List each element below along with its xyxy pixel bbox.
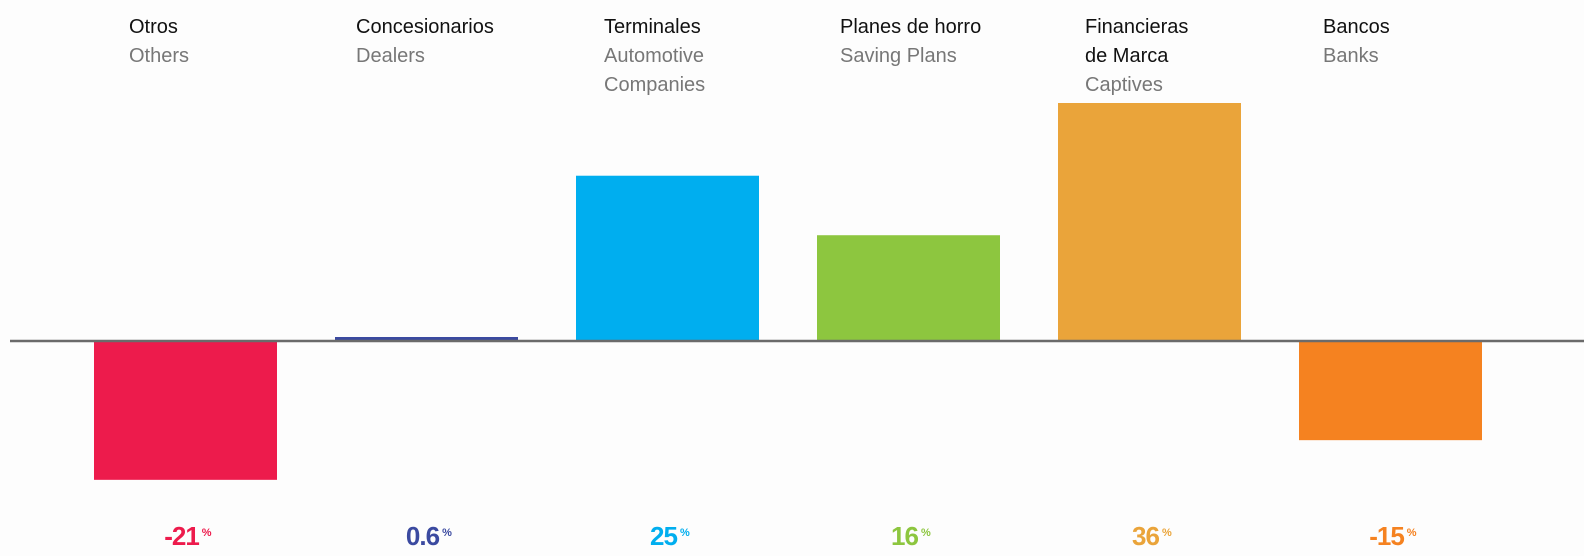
category-label-es: Planes de horro bbox=[840, 16, 981, 38]
value-label: -15 bbox=[1369, 521, 1404, 551]
value-label: 16 bbox=[891, 521, 918, 551]
bar-5 bbox=[1058, 103, 1241, 341]
value-label: 36 bbox=[1132, 521, 1159, 551]
category-label-en: Captives bbox=[1085, 74, 1163, 96]
category-label-es: Bancos bbox=[1323, 16, 1390, 38]
category-label-en: Banks bbox=[1323, 45, 1379, 67]
category-label-es: Otros bbox=[129, 16, 178, 38]
bar-6 bbox=[1299, 341, 1482, 441]
category-label-es: de Marca bbox=[1085, 45, 1169, 67]
percent-sign: % bbox=[921, 527, 931, 539]
bar-4 bbox=[817, 235, 1000, 341]
bar-3 bbox=[576, 175, 759, 341]
category-label-es: Concesionarios bbox=[356, 16, 494, 38]
bar-2 bbox=[335, 337, 518, 341]
value-label: 0.6 bbox=[406, 521, 440, 551]
category-label-en: Automotive bbox=[604, 45, 704, 67]
category-label-es: Financieras bbox=[1085, 16, 1188, 38]
percent-sign: % bbox=[202, 527, 212, 539]
category-label-en: Companies bbox=[604, 74, 705, 96]
percent-sign: % bbox=[1162, 527, 1172, 539]
bar-1 bbox=[94, 341, 277, 480]
category-label-en: Saving Plans bbox=[840, 45, 957, 67]
percent-sign: % bbox=[680, 527, 690, 539]
value-label: -21 bbox=[164, 521, 199, 551]
percent-sign: % bbox=[1407, 527, 1417, 539]
category-label-es: Terminales bbox=[604, 16, 701, 38]
category-label-en: Others bbox=[129, 45, 189, 67]
value-label: 25 bbox=[650, 521, 677, 551]
category-label-en: Dealers bbox=[356, 45, 425, 67]
percent-sign: % bbox=[442, 527, 452, 539]
